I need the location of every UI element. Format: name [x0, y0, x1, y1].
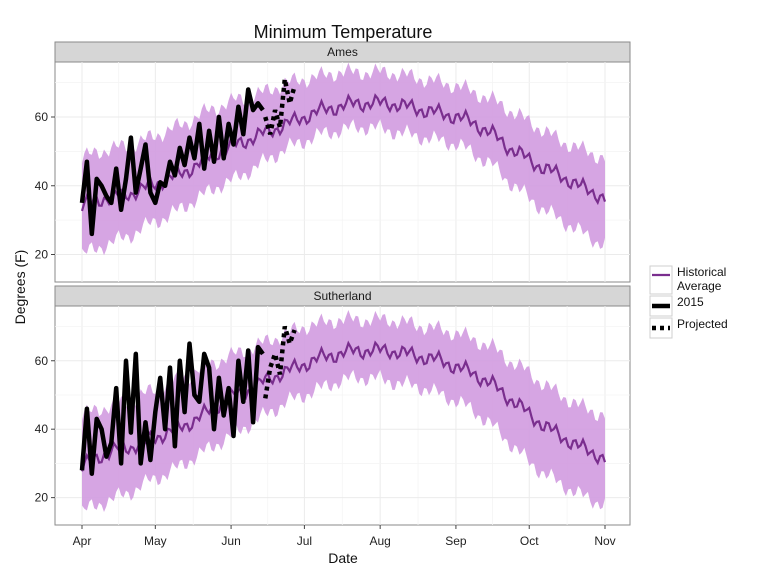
- x-tick-label: Aug: [369, 534, 390, 548]
- facet-strip-label: Ames: [327, 45, 358, 59]
- panel-ames: Ames 20 40 60: [35, 41, 631, 283]
- y-tick-label: 20: [35, 248, 49, 262]
- y-tick-label: 40: [35, 422, 49, 436]
- legend-label: Historical: [677, 265, 726, 279]
- facet-panels: Ames 20 40 60 Sutherland 20 40 60: [35, 41, 631, 526]
- y-tick-label: 60: [35, 354, 49, 368]
- facet-strip-label: Sutherland: [313, 289, 371, 303]
- x-tick-label: Jun: [221, 534, 240, 548]
- x-tick-label: Nov: [594, 534, 615, 548]
- observed-2015-line: [79, 87, 265, 237]
- y-tick-label: 40: [35, 179, 49, 193]
- observed-2015-line: [79, 341, 265, 476]
- y-tick-label: 20: [35, 491, 49, 505]
- x-tick-label: Oct: [520, 534, 539, 548]
- projected-line: [263, 78, 297, 135]
- panel-sutherland: Sutherland 20 40 60: [35, 285, 631, 526]
- y-tick-label: 60: [35, 110, 49, 124]
- x-tick-label: Apr: [73, 534, 92, 548]
- x-tick-label: Sep: [445, 534, 467, 548]
- x-axis: Apr May Jun Jul Aug Sep Oct Nov: [73, 525, 616, 548]
- y-axis-title: Degrees (F): [12, 250, 28, 325]
- historical-average-line: [80, 340, 607, 472]
- chart-title: Minimum Temperature: [254, 22, 433, 42]
- projected-line: [263, 325, 297, 399]
- legend-item-projected: Projected: [649, 317, 728, 339]
- historical-range-band: [82, 62, 605, 256]
- x-axis-title: Date: [328, 550, 358, 566]
- legend-item-observed: 2015: [649, 295, 704, 317]
- legend-label: Projected: [677, 317, 728, 331]
- legend-label: Average: [677, 279, 722, 293]
- x-tick-label: May: [144, 534, 167, 548]
- legend-key-box: [649, 265, 673, 295]
- x-tick-label: Jul: [297, 534, 312, 548]
- legend-label: 2015: [677, 295, 704, 309]
- historical-range-band: [82, 310, 605, 512]
